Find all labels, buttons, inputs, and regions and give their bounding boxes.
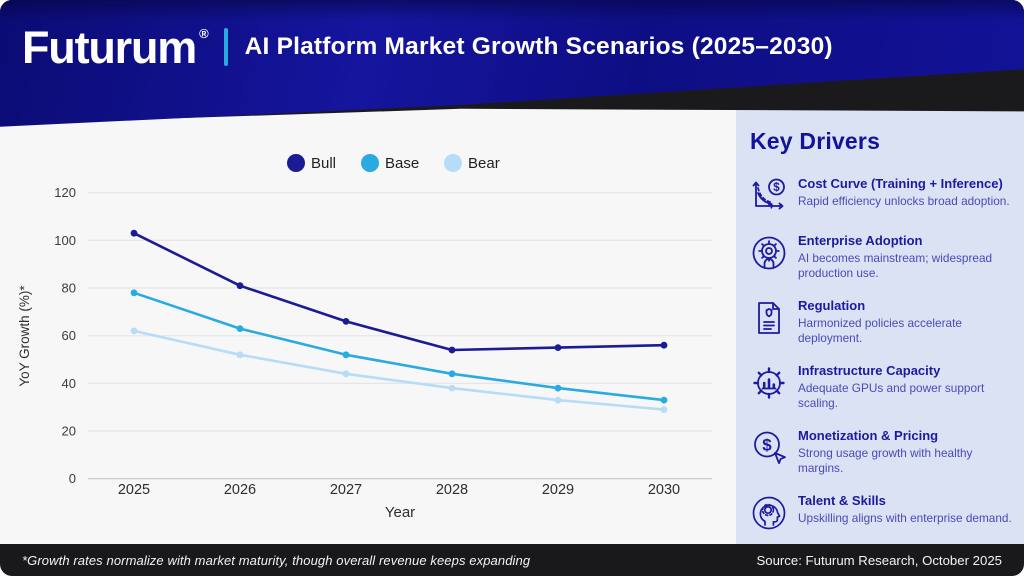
y-tick-label: 0 (69, 471, 76, 486)
data-point-bull-2027 (342, 318, 350, 325)
series-line-base (132, 291, 666, 402)
driver-title: Cost Curve (Training + Inference) (798, 176, 1003, 191)
legend-label-bull: Bull (311, 155, 336, 172)
x-tick-label: 2027 (330, 482, 362, 498)
data-point-base-2026 (236, 325, 244, 332)
source-credit: Source: Futurum Research, October 2025 (756, 552, 1002, 568)
x-axis-title: Year (385, 504, 415, 521)
y-axis-title: YoY Growth (%)* (17, 285, 32, 387)
driver-title: Enterprise Adoption (798, 233, 923, 248)
data-point-bull-2029 (554, 344, 562, 351)
data-point-bull-2026 (236, 282, 244, 290)
driver-title: Infrastructure Capacity (798, 363, 941, 378)
driver-cost-curve: $ Cost Curve (Training + Inference) Rapi… (749, 176, 1012, 216)
y-tick-label: 20 (62, 424, 76, 439)
cost-curve-icon: $ (749, 176, 789, 216)
data-point-bear-2026 (236, 351, 244, 359)
driver-title: Regulation (798, 298, 866, 313)
data-point-base-2030 (660, 396, 668, 404)
driver-description: AI becomes mainstream; widespread produc… (798, 251, 993, 280)
driver-talent-skills: Talent & Skills Upskilling aligns with e… (749, 493, 1012, 533)
infrastructure-capacity-icon (749, 363, 789, 403)
legend-label-base: Base (385, 155, 419, 172)
driver-description: Rapid efficiency unlocks broad adoption. (798, 194, 1010, 208)
data-point-bull-2028 (448, 346, 456, 354)
data-point-bull-2030 (660, 341, 668, 349)
growth-scenarios-line-chart: 0 20 40 60 80 100 120 2025 2026 2027 2028 2029 2030 Y… (17, 154, 712, 521)
driver-title: Monetization & Pricing (798, 428, 939, 443)
svg-text:$: $ (773, 182, 780, 194)
driver-infrastructure-capacity: Infrastructure Capacity Adequate GPUs an… (749, 363, 1012, 411)
y-tick-label: 80 (62, 281, 76, 296)
data-point-bear-2028 (448, 384, 456, 392)
driver-monetization-pricing: $ Monetization & Pricing Strong usage gr… (749, 428, 1012, 476)
driver-title: Talent & Skills (798, 493, 886, 508)
data-point-bear-2025 (130, 327, 138, 335)
series-line-bull (132, 231, 666, 352)
talent-skills-icon (749, 493, 789, 533)
y-tick-label: 120 (54, 185, 76, 200)
data-point-bear-2027 (342, 370, 350, 378)
sidebar-title: Key Drivers (750, 128, 881, 154)
y-tick-label: 40 (62, 376, 76, 391)
chart-panel: 0 20 40 60 80 100 120 2025 2026 2027 2028 2029 2030 Y… (17, 154, 712, 521)
data-point-bull-2025 (130, 229, 138, 237)
driver-description: Strong usage growth with healthy margins… (798, 446, 973, 475)
data-point-base-2029 (554, 384, 562, 392)
key-drivers-panel: Key Drivers $ Cost Curve (Training + Inf… (736, 0, 1024, 544)
regulation-icon (749, 298, 789, 338)
x-tick-label: 2030 (648, 482, 680, 498)
legend-label-bear: Bear (468, 155, 500, 172)
data-point-base-2028 (448, 370, 456, 378)
data-point-bear-2029 (554, 396, 562, 404)
monetization-pricing-icon: $ (749, 428, 789, 468)
driver-description: Adequate GPUs and power support scaling. (798, 381, 985, 410)
x-tick-label: 2025 (118, 482, 150, 498)
driver-regulation: Regulation Harmonized policies accelerat… (749, 298, 1012, 346)
svg-text:$: $ (762, 436, 772, 455)
x-tick-label: 2028 (436, 482, 468, 498)
legend-swatch-bear (444, 154, 462, 172)
data-point-base-2027 (342, 351, 350, 359)
data-point-bear-2030 (660, 406, 668, 413)
y-tick-label: 100 (54, 233, 76, 248)
series-line-bear (132, 329, 666, 411)
legend-swatch-bull (287, 154, 305, 172)
footnote: *Growth rates normalize with market matu… (22, 552, 531, 568)
y-tick-label: 60 (62, 328, 76, 343)
legend-swatch-base (361, 154, 379, 172)
driver-enterprise-adoption: Enterprise Adoption AI becomes mainstrea… (749, 233, 1012, 281)
driver-description: Harmonized policies accelerate deploymen… (798, 316, 962, 345)
data-point-base-2025 (130, 289, 138, 297)
driver-description: Upskilling aligns with enterprise demand… (798, 511, 1012, 525)
x-tick-label: 2026 (224, 482, 256, 498)
enterprise-adoption-icon (749, 233, 789, 273)
x-tick-label: 2029 (542, 482, 574, 498)
footer-bar: *Growth rates normalize with market matu… (0, 544, 1024, 576)
